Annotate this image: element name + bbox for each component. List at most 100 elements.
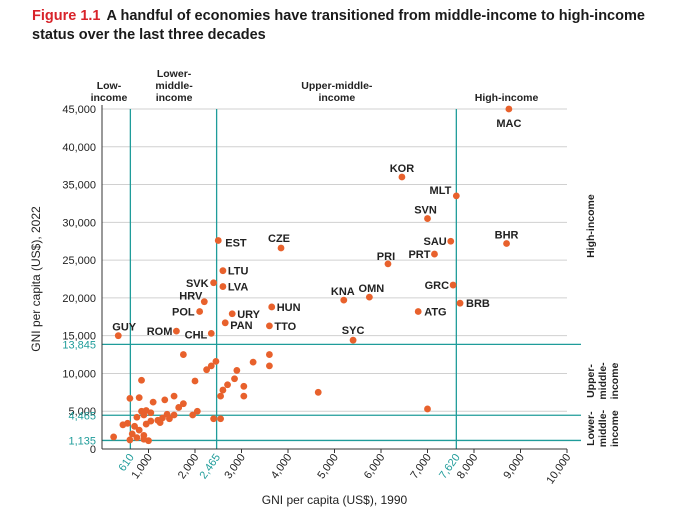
data-point xyxy=(203,366,211,374)
data-point xyxy=(110,433,118,441)
data-point xyxy=(189,411,197,419)
data-point xyxy=(126,394,134,402)
y-tick-label: 35,000 xyxy=(62,180,96,192)
figure-number: Figure 1.1 xyxy=(32,8,101,24)
data-point xyxy=(349,336,357,344)
data-point xyxy=(135,426,143,434)
point-label: PRI xyxy=(377,251,395,263)
data-point xyxy=(449,281,457,289)
data-point xyxy=(170,392,178,400)
data-point xyxy=(424,405,431,413)
data-point xyxy=(166,415,173,423)
income-group-label: Upper- xyxy=(585,364,597,398)
data-point xyxy=(156,419,164,426)
data-point xyxy=(114,332,122,340)
point-label: HUN xyxy=(277,302,301,314)
x-tick-label: 9,000 xyxy=(501,452,527,481)
data-point xyxy=(126,436,134,444)
point-label: TTO xyxy=(274,321,296,333)
data-point xyxy=(224,381,231,389)
point-label: PRT xyxy=(408,249,430,261)
y-threshold-label: 4,465 xyxy=(68,410,96,422)
y-tick-label: 25,000 xyxy=(62,255,96,267)
y-tick-label: 45,000 xyxy=(62,104,96,116)
data-point xyxy=(179,400,187,408)
data-point xyxy=(431,250,438,258)
data-point xyxy=(135,394,143,402)
data-point xyxy=(314,388,322,396)
point-label: GRC xyxy=(425,280,450,292)
data-point xyxy=(268,303,276,311)
data-point xyxy=(210,279,218,287)
data-point xyxy=(217,392,224,400)
data-point xyxy=(452,192,460,200)
data-point xyxy=(173,327,180,335)
point-label: POL xyxy=(172,306,195,318)
data-point xyxy=(277,244,285,252)
point-label: OMN xyxy=(359,283,385,295)
data-point xyxy=(249,358,257,366)
income-group-label: income xyxy=(156,92,193,104)
income-group-label: middle- xyxy=(597,409,609,447)
data-point xyxy=(193,407,201,415)
data-point xyxy=(266,322,273,330)
data-point xyxy=(266,351,273,358)
point-label: ROM xyxy=(147,326,173,338)
data-point xyxy=(119,421,127,429)
data-point xyxy=(214,237,222,244)
x-tick-label: 7,000 xyxy=(408,452,434,481)
point-label: KNA xyxy=(331,286,355,298)
data-point xyxy=(233,367,241,374)
point-label: SYC xyxy=(342,325,365,337)
data-point xyxy=(161,396,169,404)
income-group-label: middle- xyxy=(155,80,193,92)
data-point xyxy=(219,386,227,394)
data-point xyxy=(365,293,373,301)
data-point xyxy=(207,362,215,370)
data-point xyxy=(200,298,208,306)
data-point xyxy=(138,376,145,384)
y-tick-label: 20,000 xyxy=(62,293,96,305)
data-point xyxy=(266,362,273,370)
data-point xyxy=(149,398,157,406)
data-point xyxy=(424,215,431,222)
data-points xyxy=(110,105,513,445)
x-threshold-label: 2,465 xyxy=(197,452,223,481)
income-group-label: income xyxy=(609,362,621,399)
data-point xyxy=(175,404,183,411)
data-point xyxy=(221,319,229,327)
income-group-label: income xyxy=(318,92,355,104)
y-threshold-label: 13,845 xyxy=(62,339,96,351)
income-group-label: income xyxy=(91,92,128,104)
data-point xyxy=(414,308,422,315)
x-axis-title: GNI per capita (US$), 1990 xyxy=(262,493,408,507)
data-point xyxy=(228,310,236,318)
point-label: EST xyxy=(225,237,247,249)
point-label: ATG xyxy=(424,306,446,318)
point-label: GUY xyxy=(112,322,136,334)
point-label: LTU xyxy=(228,266,249,278)
data-point xyxy=(384,260,392,268)
x-tick-label: 4,000 xyxy=(269,452,295,481)
y-threshold-label: 1,135 xyxy=(68,435,96,447)
y-tick-label: 10,000 xyxy=(62,368,96,380)
data-point xyxy=(505,105,513,113)
data-point xyxy=(140,411,148,419)
threshold-lines xyxy=(102,109,581,449)
point-label: LVA xyxy=(228,282,248,294)
y-tick-label: 0 xyxy=(90,444,96,456)
data-point xyxy=(456,299,464,307)
income-group-labels: Low-incomeLower-middle-incomeUpper-middl… xyxy=(91,68,621,447)
x-tick-label: 10,000 xyxy=(544,452,573,486)
data-point xyxy=(131,422,138,430)
y-tick-label: 30,000 xyxy=(62,217,96,229)
point-label: BHR xyxy=(495,229,519,241)
income-group-label: Lower- xyxy=(585,411,597,446)
x-tick-label: 5,000 xyxy=(315,452,341,481)
figure-title-text: A handful of economies have transitioned… xyxy=(32,8,645,43)
data-point xyxy=(219,267,227,275)
point-label: BRB xyxy=(466,298,490,310)
x-tick-label: 6,000 xyxy=(362,452,388,481)
data-point xyxy=(210,415,218,423)
